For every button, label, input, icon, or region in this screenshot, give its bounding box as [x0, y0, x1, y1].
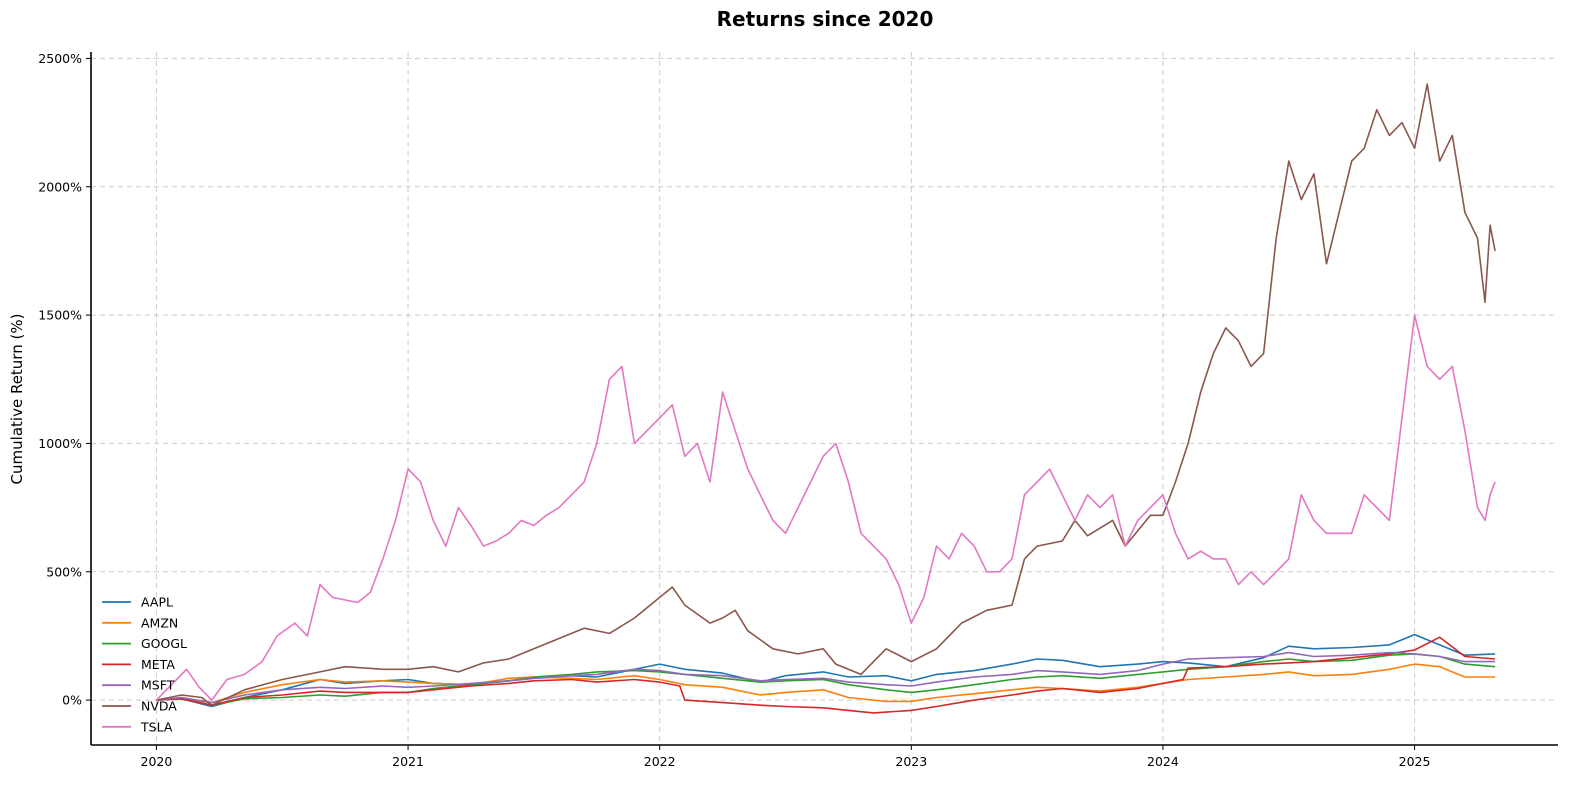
- legend-label: AAPL: [141, 595, 173, 610]
- chart-title: Returns since 2020: [717, 7, 934, 31]
- y-tick-label: 1000%: [38, 436, 82, 451]
- x-tick-label: 2021: [392, 754, 424, 769]
- series-layer: [155, 83, 1496, 714]
- legend-label: AMZN: [141, 615, 178, 630]
- x-gridlines: [155, 52, 1416, 745]
- series-line-amzn: [156, 663, 1496, 704]
- y-tick-label: 2500%: [38, 51, 82, 66]
- legend-label: META: [141, 657, 175, 672]
- x-tick-label: 2020: [141, 754, 173, 769]
- y-gridlines: [91, 57, 1558, 701]
- x-tick-label: 2024: [1147, 754, 1179, 769]
- y-tick-label: 500%: [46, 564, 82, 579]
- series-line-meta: [156, 636, 1496, 714]
- legend-label: TSLA: [140, 719, 173, 734]
- x-tick-label: 2025: [1399, 754, 1431, 769]
- series-line-googl: [156, 653, 1496, 707]
- x-tick-label: 2023: [895, 754, 927, 769]
- y-tick-label: 0%: [62, 693, 82, 708]
- legend-label: NVDA: [141, 699, 177, 714]
- y-axis-ticks: 0% 500% 1000% 1500% 2000% 2500%: [38, 51, 91, 708]
- series-line-msft: [156, 651, 1496, 704]
- x-tick-label: 2022: [644, 754, 676, 769]
- series-line-tsla: [155, 314, 1496, 701]
- legend-label: MSFT: [141, 678, 175, 693]
- legend-label: GOOGL: [141, 636, 187, 651]
- x-axis-ticks: 2020 2021 2022 2023 2024 2025: [141, 745, 1431, 769]
- series-line-nvda: [156, 83, 1496, 707]
- legend: AAPL AMZN GOOGL META MSFT NVDA TSLA: [102, 595, 187, 734]
- y-tick-label: 2000%: [38, 179, 82, 194]
- y-axis-label: Cumulative Return (%): [8, 314, 26, 485]
- y-tick-label: 1500%: [38, 308, 82, 323]
